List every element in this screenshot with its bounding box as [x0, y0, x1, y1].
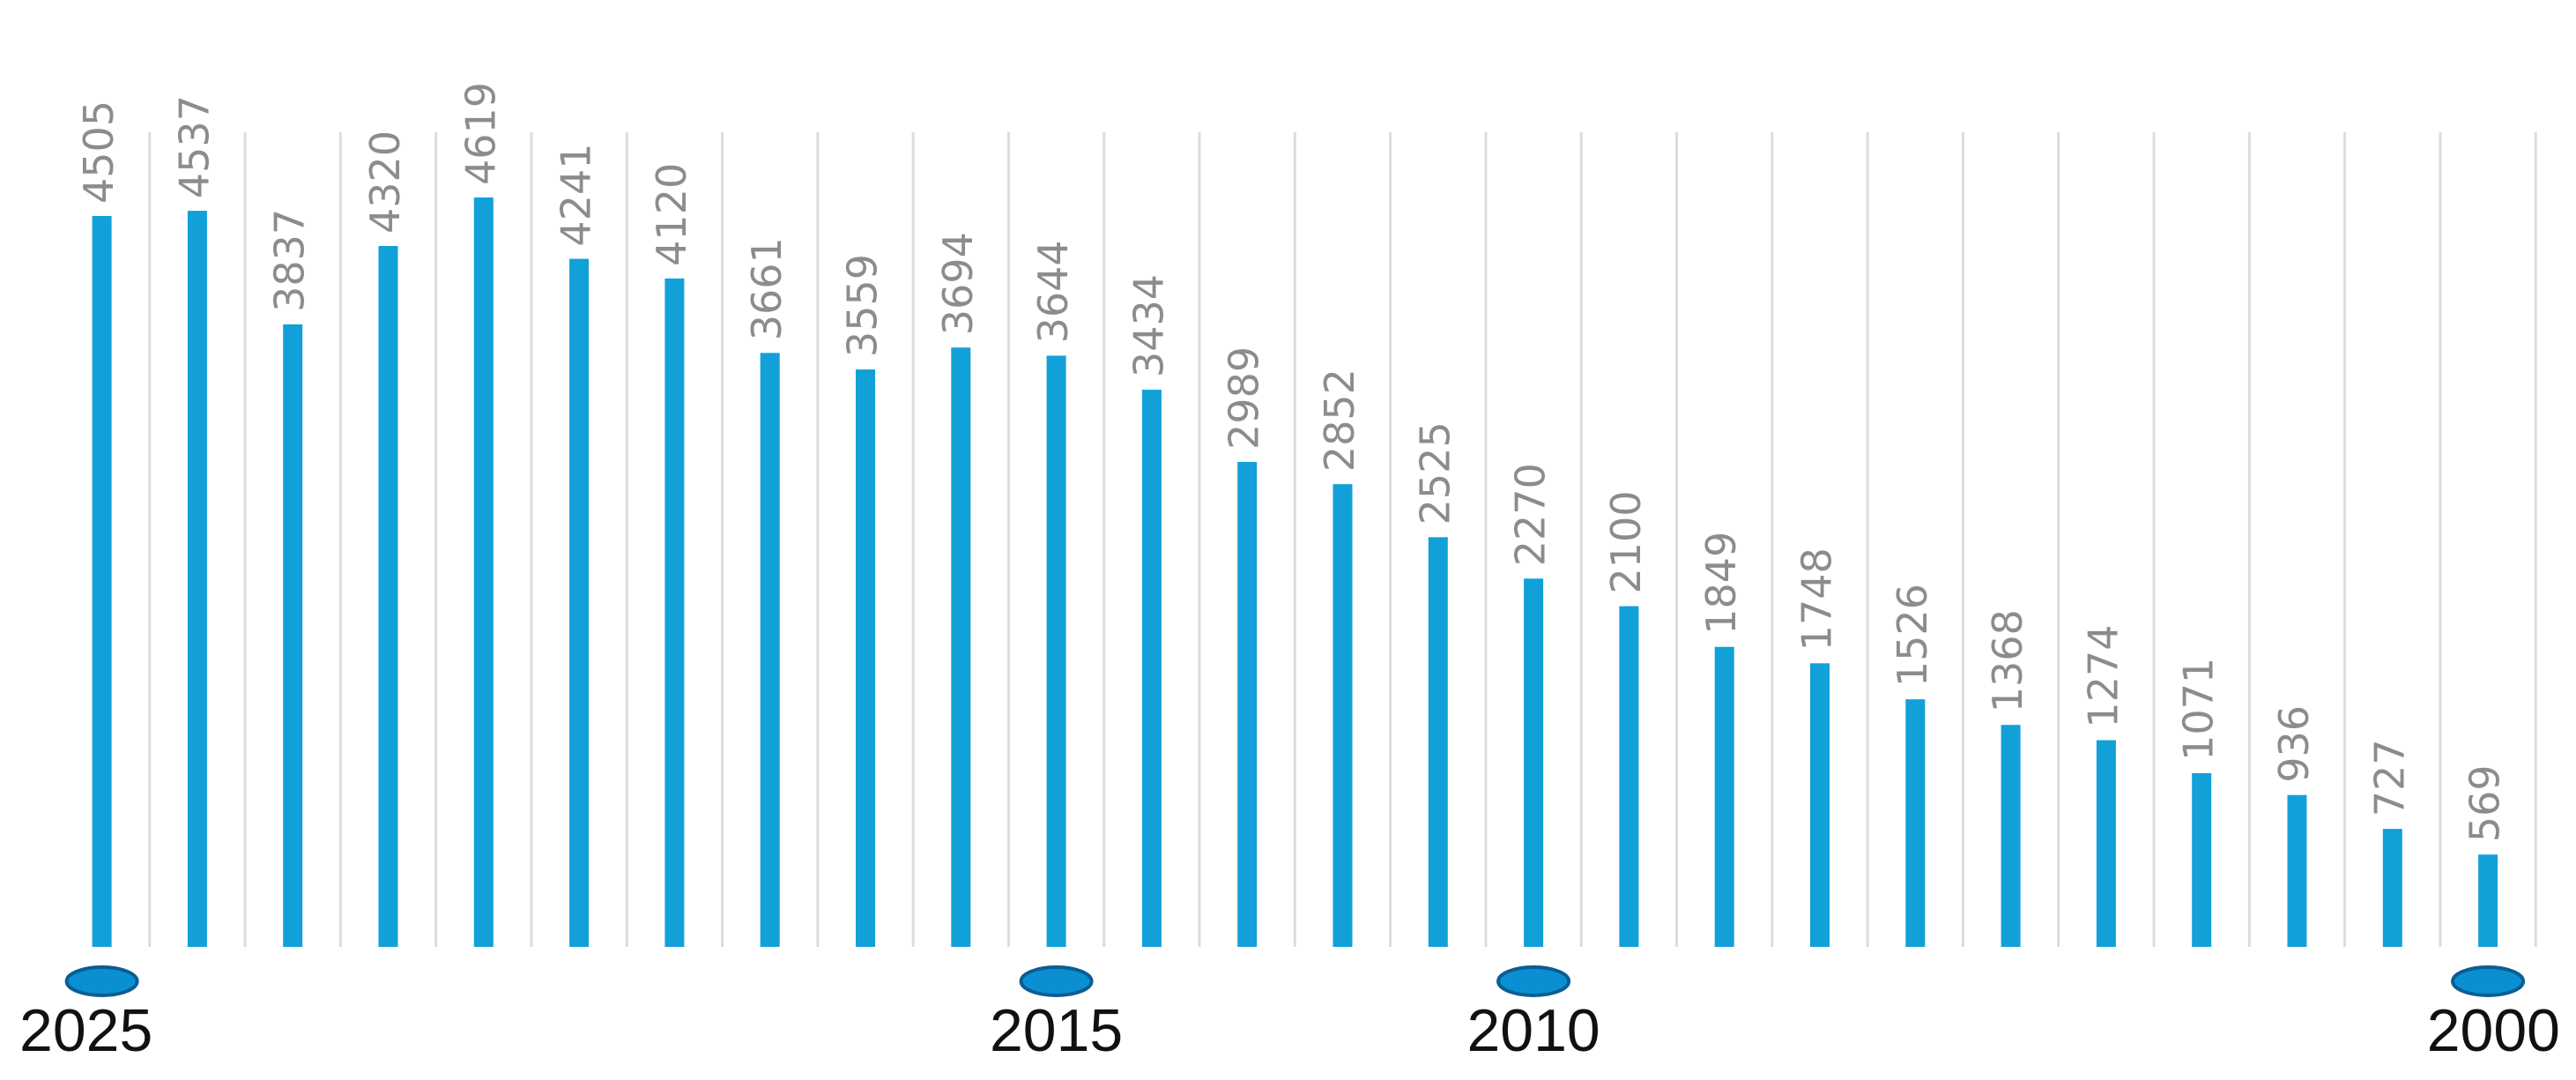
- x-tick-label: 2025: [19, 997, 152, 1064]
- bar: [92, 215, 112, 947]
- bar: [1714, 646, 1734, 947]
- data-label: 1849: [1697, 532, 1745, 635]
- data-label: 2270: [1507, 463, 1555, 566]
- bar: [569, 258, 590, 947]
- bar: [2287, 794, 2307, 947]
- bar: [1619, 606, 1639, 947]
- bar: [760, 353, 780, 947]
- bar: [1905, 699, 1926, 947]
- x-tick-label: 2015: [990, 997, 1123, 1064]
- bar: [2096, 740, 2116, 947]
- data-label: 936: [2270, 705, 2318, 783]
- bar: [1333, 484, 1353, 947]
- data-label: 4537: [170, 95, 218, 198]
- bar: [1428, 537, 1448, 947]
- data-label: 3559: [839, 254, 887, 357]
- bar: [664, 278, 685, 947]
- data-label: 3837: [266, 209, 314, 312]
- data-label: 4241: [553, 143, 600, 246]
- data-label: 1071: [2175, 658, 2223, 761]
- bar: [1046, 355, 1066, 947]
- bar: [2192, 772, 2212, 947]
- bar: [187, 211, 207, 947]
- bar: [2478, 854, 2498, 947]
- data-label: 1368: [1984, 609, 2031, 712]
- data-label: 4505: [75, 101, 122, 204]
- data-label: 3661: [743, 237, 791, 340]
- data-label: 727: [2365, 739, 2413, 816]
- data-label: 2100: [1602, 490, 1650, 593]
- bar: [1810, 663, 1830, 947]
- data-label: 2525: [1411, 421, 1459, 525]
- data-label: 1526: [1889, 584, 1936, 687]
- bar: [473, 197, 494, 947]
- data-label: 569: [2461, 764, 2509, 842]
- data-label: 3644: [1029, 240, 1077, 343]
- x-tick-label: 2010: [1466, 997, 1600, 1064]
- data-label: 2852: [1316, 369, 1363, 472]
- data-label: 1748: [1793, 547, 1841, 651]
- data-label: 4619: [457, 82, 504, 185]
- bar: [1141, 390, 1162, 948]
- bar: [378, 246, 398, 948]
- bar: [2382, 829, 2402, 947]
- bar: [2001, 725, 2021, 947]
- data-label: 3694: [934, 232, 982, 335]
- year-marker: [1496, 965, 1571, 997]
- bar: [856, 369, 875, 948]
- year-marker: [1019, 965, 1094, 997]
- year-marker: [2451, 965, 2526, 997]
- bar: [283, 324, 303, 947]
- x-tick-label: 2000: [2427, 997, 2560, 1064]
- data-label: 3434: [1125, 274, 1172, 377]
- bar: [951, 347, 971, 947]
- data-label: 2989: [1221, 346, 1268, 450]
- data-label: 4120: [648, 163, 695, 266]
- year-marker: [64, 965, 139, 997]
- data-label: 4320: [361, 130, 409, 234]
- bar: [1237, 461, 1258, 947]
- data-label: 1274: [2079, 624, 2127, 727]
- bar: [1524, 578, 1544, 947]
